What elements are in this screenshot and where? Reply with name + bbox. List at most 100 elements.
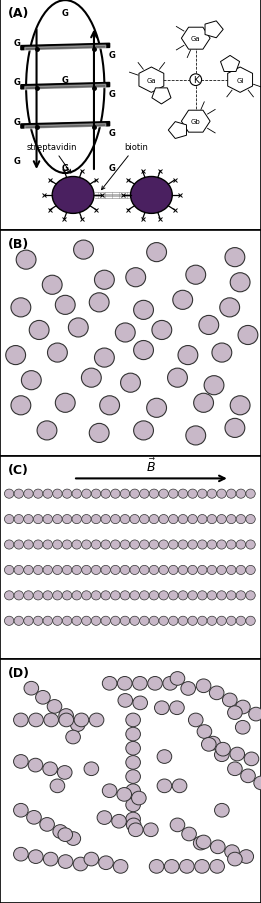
Circle shape <box>222 694 237 707</box>
Circle shape <box>134 422 153 441</box>
Circle shape <box>197 725 212 739</box>
Polygon shape <box>25 125 106 130</box>
Circle shape <box>159 617 168 626</box>
Circle shape <box>211 840 225 853</box>
Circle shape <box>101 515 110 524</box>
Circle shape <box>207 515 217 524</box>
Circle shape <box>126 770 140 784</box>
Circle shape <box>82 617 91 626</box>
Circle shape <box>188 713 203 727</box>
Circle shape <box>196 679 211 693</box>
Circle shape <box>24 540 33 549</box>
Circle shape <box>254 777 261 790</box>
Circle shape <box>62 540 72 549</box>
Polygon shape <box>25 85 106 90</box>
Circle shape <box>91 515 101 524</box>
Circle shape <box>198 515 207 524</box>
Circle shape <box>204 377 224 396</box>
Polygon shape <box>25 46 106 51</box>
Circle shape <box>53 515 62 524</box>
Circle shape <box>100 396 120 415</box>
Circle shape <box>73 857 88 870</box>
Text: G: G <box>109 90 116 99</box>
Circle shape <box>11 299 31 318</box>
Circle shape <box>33 489 43 498</box>
Circle shape <box>149 515 159 524</box>
Circle shape <box>130 177 172 214</box>
Text: (C): (C) <box>8 463 29 477</box>
Circle shape <box>170 672 185 685</box>
Text: Gb: Gb <box>191 119 201 125</box>
Circle shape <box>215 804 229 817</box>
Circle shape <box>246 489 255 498</box>
Circle shape <box>4 489 14 498</box>
Circle shape <box>43 852 58 866</box>
Circle shape <box>140 565 149 575</box>
Circle shape <box>140 515 149 524</box>
Circle shape <box>89 424 109 443</box>
Circle shape <box>53 824 68 838</box>
Polygon shape <box>21 123 110 129</box>
Circle shape <box>134 301 153 320</box>
Circle shape <box>130 617 139 626</box>
Circle shape <box>40 818 54 832</box>
Circle shape <box>101 540 110 549</box>
Circle shape <box>246 540 255 549</box>
Circle shape <box>180 860 194 873</box>
Circle shape <box>111 489 120 498</box>
Polygon shape <box>181 28 210 50</box>
Circle shape <box>84 852 99 866</box>
Circle shape <box>14 617 23 626</box>
Circle shape <box>144 823 158 837</box>
Circle shape <box>101 617 110 626</box>
Circle shape <box>113 860 128 873</box>
Circle shape <box>111 565 120 575</box>
Circle shape <box>89 713 104 727</box>
Circle shape <box>111 515 120 524</box>
Circle shape <box>198 617 207 626</box>
Circle shape <box>155 701 169 715</box>
Circle shape <box>29 321 49 340</box>
Circle shape <box>115 323 135 342</box>
Circle shape <box>236 565 246 575</box>
Circle shape <box>120 515 130 524</box>
Circle shape <box>68 319 88 338</box>
Circle shape <box>72 617 81 626</box>
Circle shape <box>227 540 236 549</box>
Circle shape <box>111 540 120 549</box>
Circle shape <box>188 489 197 498</box>
Circle shape <box>228 762 242 776</box>
Circle shape <box>207 540 217 549</box>
Circle shape <box>207 617 217 626</box>
Text: G: G <box>62 76 69 85</box>
Circle shape <box>59 713 74 727</box>
Circle shape <box>72 489 81 498</box>
Circle shape <box>163 676 177 691</box>
Circle shape <box>130 515 139 524</box>
Circle shape <box>157 749 172 764</box>
Circle shape <box>227 591 236 600</box>
Polygon shape <box>181 111 210 133</box>
Circle shape <box>186 426 206 445</box>
Circle shape <box>66 832 81 845</box>
Polygon shape <box>139 68 164 93</box>
Text: (B): (B) <box>8 237 29 251</box>
Circle shape <box>170 818 185 832</box>
Circle shape <box>217 515 226 524</box>
Circle shape <box>130 565 139 575</box>
Circle shape <box>239 850 254 863</box>
Circle shape <box>147 399 167 418</box>
Circle shape <box>188 591 197 600</box>
Circle shape <box>11 396 31 415</box>
Polygon shape <box>21 44 110 51</box>
Circle shape <box>215 748 229 762</box>
Circle shape <box>81 368 101 387</box>
Circle shape <box>4 540 14 549</box>
Circle shape <box>140 617 149 626</box>
Circle shape <box>91 540 101 549</box>
Circle shape <box>149 565 159 575</box>
Circle shape <box>238 326 258 345</box>
Circle shape <box>47 700 62 713</box>
Circle shape <box>152 321 172 340</box>
Circle shape <box>149 860 164 873</box>
